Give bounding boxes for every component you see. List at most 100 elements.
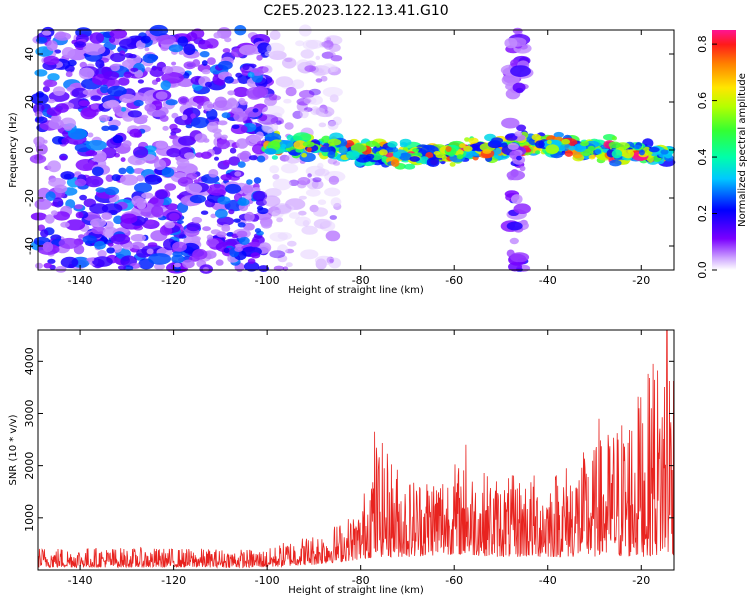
spectrogram-blob [608, 141, 621, 149]
spectrogram-blob [237, 161, 246, 168]
spectrogram-blob [200, 210, 209, 215]
spectrogram-blob [482, 149, 492, 154]
spectrogram-blob [155, 91, 168, 100]
spectrogram-blob [271, 155, 278, 160]
spectrogram-blob [516, 155, 522, 161]
spectrogram-blob [89, 32, 105, 44]
spectrogram-blob [60, 256, 79, 269]
spectrogram-blob [119, 93, 137, 104]
spectrogram-blob [296, 180, 307, 189]
spectrogram-blob [200, 151, 212, 159]
spectrogram-blob [109, 197, 116, 203]
spectrogram-blob [165, 99, 178, 106]
spectrogram-blob [144, 47, 150, 52]
spectrogram-blob [237, 198, 250, 206]
spectrogram-blob [468, 137, 479, 144]
x-tick-label: -120 [161, 274, 186, 287]
spectrogram-blob [531, 133, 541, 141]
spectrogram-blob [74, 178, 87, 187]
spectrogram-blob [43, 79, 58, 88]
spectrogram-blob [403, 163, 416, 170]
spectrogram-blob [516, 124, 527, 132]
spectrogram-blob [173, 266, 182, 273]
spectrogram-blob [47, 98, 56, 104]
spectrogram-blob [108, 36, 116, 43]
spectrogram-blob [118, 77, 130, 86]
spectrogram-blob [206, 183, 228, 196]
spectrogram-blob [255, 131, 264, 140]
spectrogram-blob [110, 233, 131, 245]
spectrogram-blob [46, 40, 58, 51]
spectrogram-blob [213, 132, 222, 139]
spectrogram-blob [535, 150, 541, 155]
spectrogram-blob [181, 114, 188, 121]
spectrogram-blob [100, 84, 109, 94]
spectrogram-blob [291, 79, 305, 89]
spectrogram-blob [338, 145, 348, 155]
spectrogram-blob [299, 109, 309, 119]
spectrogram-blob [43, 55, 60, 66]
spectrogram-blob [302, 141, 315, 148]
spectrogram-blob [426, 157, 440, 168]
spectrogram-blob [269, 250, 286, 259]
spectrogram-blob [519, 165, 526, 172]
spectrogram-blob [238, 236, 250, 245]
spectrogram-blob [257, 114, 279, 125]
spectrogram-blob [202, 101, 214, 112]
spectrogram-blob [34, 116, 48, 124]
spectrogram-blob [233, 111, 248, 122]
spectrogram-blob [535, 140, 545, 149]
spectrogram-blob [433, 151, 441, 155]
spectrogram-blob [224, 37, 232, 43]
spectrogram-blob [78, 100, 91, 107]
spectrogram-blob [250, 252, 261, 259]
spectrogram-blob [155, 189, 168, 200]
spectrogram-blob [300, 249, 319, 260]
spectrogram-blob [60, 221, 70, 228]
spectrogram-blob [64, 126, 72, 131]
spectrogram-blob [217, 196, 231, 205]
spectrogram-blob [225, 99, 239, 109]
spectrogram-blob [111, 174, 121, 182]
spectrogram-blob [85, 150, 98, 157]
spectrogram-blob [214, 156, 219, 161]
spectrogram-blob [61, 137, 70, 145]
spectrogram-blob [33, 155, 44, 161]
spectrogram-blob [43, 262, 53, 269]
colorbar-tick-label: 0.6 [696, 92, 709, 110]
y-tick-label: -20 [23, 189, 36, 207]
spectrogram-blob [224, 76, 234, 84]
spectrogram-panel: -140 -120 -100 -80 -60 -40 -20 -40 -20 0 20 40 Hei… [8, 24, 676, 296]
spectrogram-blob [660, 149, 669, 155]
spectrogram-blob [119, 38, 140, 50]
snr-panel: -140 -120 -100 -80 -60 -40 -20 1000 2000 3000 400… [8, 329, 675, 596]
spectrogram-blob [149, 24, 169, 37]
spectrogram-blob [207, 44, 214, 49]
spectrogram-blob [218, 60, 233, 70]
spectrogram-blob [61, 47, 76, 59]
spectrogram-blob [399, 142, 408, 148]
spectrogram-blob [302, 39, 319, 50]
spectrogram-blob [60, 117, 76, 130]
spectrogram-blob [515, 87, 524, 94]
spectrogram-blob [268, 93, 278, 101]
spectrogram-blob [327, 157, 338, 165]
spectrogram-blob [145, 67, 152, 72]
spectrogram-blob [456, 154, 464, 160]
spectrogram-blob [301, 152, 307, 158]
spectrogram-blob [284, 122, 294, 130]
spectrogram-blob [256, 54, 263, 61]
spectrogram-blob [283, 98, 292, 104]
spectrogram-blob [117, 265, 127, 270]
spectrogram-blob [133, 99, 144, 107]
spectrogram-blob [154, 263, 165, 270]
spectrogram-blob [385, 147, 395, 153]
colorbar-tick-label: 0.4 [696, 148, 709, 166]
spectrogram-blob [122, 140, 132, 148]
spectrogram-blob [387, 141, 398, 148]
spectrogram-blob [171, 61, 177, 66]
spectrogram-blob [264, 148, 277, 155]
spectrogram-blob [34, 69, 48, 77]
spectrogram-blob [106, 247, 115, 254]
spectrogram-blob [142, 95, 150, 102]
